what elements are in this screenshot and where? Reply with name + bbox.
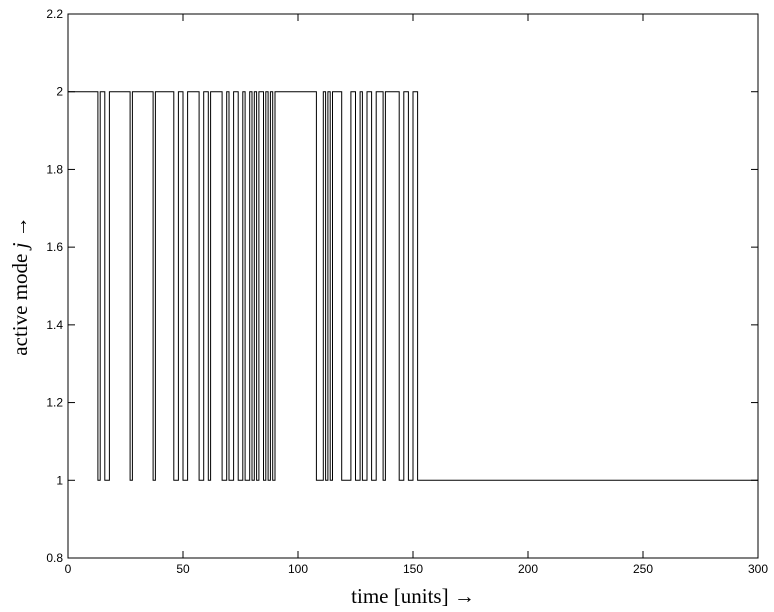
y-tick-label: 0.8 bbox=[46, 551, 63, 565]
series-mode-line bbox=[68, 91, 758, 481]
x-tick-label: 0 bbox=[65, 562, 72, 576]
y-axis-title-prefix: active mode bbox=[8, 248, 32, 355]
x-tick-label: 50 bbox=[176, 562, 190, 576]
x-axis-title: time [units] → bbox=[351, 584, 475, 608]
x-tick-label: 300 bbox=[748, 562, 768, 576]
y-tick-label: 1.4 bbox=[46, 318, 63, 332]
y-axis-title-arrow: → bbox=[8, 216, 32, 242]
axis-ticks bbox=[67, 13, 759, 559]
y-tick-label: 2 bbox=[56, 85, 63, 99]
y-tick-label: 1 bbox=[56, 473, 63, 487]
x-tick-label: 150 bbox=[403, 562, 423, 576]
tick-labels: 0 50 100 150 200 250 300 0.8 1 1.2 1.4 1.6 1.8 2 2.2 bbox=[46, 7, 768, 576]
y-tick-label: 2.2 bbox=[46, 7, 63, 21]
y-tick-label: 1.8 bbox=[46, 162, 63, 176]
x-tick-label: 250 bbox=[633, 562, 653, 576]
x-tick-label: 100 bbox=[288, 562, 308, 576]
y-axis-title-variable: j bbox=[8, 242, 32, 251]
y-tick-label: 1.6 bbox=[46, 240, 63, 254]
x-tick-label: 200 bbox=[518, 562, 538, 576]
y-tick-label: 1.2 bbox=[46, 396, 63, 410]
y-axis-title: active mode j → bbox=[8, 216, 32, 355]
